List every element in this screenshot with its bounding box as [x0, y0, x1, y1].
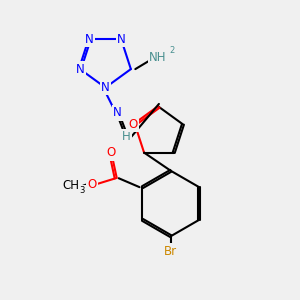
Text: 2: 2 — [170, 46, 175, 55]
Text: O: O — [107, 146, 116, 160]
Text: N: N — [113, 106, 122, 119]
Text: CH: CH — [63, 179, 80, 192]
Text: N: N — [85, 33, 94, 46]
Text: NH: NH — [149, 51, 167, 64]
Text: Br: Br — [164, 244, 177, 258]
Text: N: N — [101, 81, 110, 94]
Text: N: N — [117, 33, 125, 46]
Text: N: N — [76, 63, 84, 76]
Text: O: O — [129, 118, 138, 131]
Text: O: O — [87, 178, 97, 191]
Text: H: H — [122, 130, 130, 143]
Text: 3: 3 — [80, 186, 85, 195]
